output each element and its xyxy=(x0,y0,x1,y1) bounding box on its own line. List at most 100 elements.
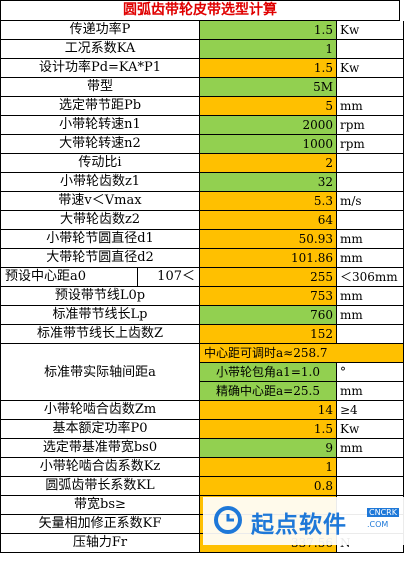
param-value[interactable]: 50.93 xyxy=(200,230,337,249)
param-row: 标准带节线长上齿数Z 152 xyxy=(0,325,404,344)
param-unit xyxy=(337,173,404,192)
param-label: 选定带基准带宽bs0 xyxy=(0,439,200,458)
wrap-angle: 小带轮包角a1=1.0 xyxy=(200,363,337,382)
param-row: 工况系数KA 1 xyxy=(0,40,404,59)
param-label: 小带轮转速n1 xyxy=(0,116,200,135)
param-row: 大带轮节圆直径d2 101.86 mm xyxy=(0,249,404,268)
center-lower-bound: 107＜ xyxy=(138,268,200,287)
axis-distance-label: 标准带实际轴间距a xyxy=(0,344,200,401)
sheet-title: 圆弧齿带轮皮带选型计算 xyxy=(0,0,400,21)
param-unit: rpm xyxy=(337,116,404,135)
param-value[interactable]: 1000 xyxy=(200,135,337,154)
param-unit: mm xyxy=(337,97,404,116)
param-value[interactable]: 753 xyxy=(200,287,337,306)
watermark-domain: .COM xyxy=(367,520,389,529)
param-value[interactable]: 2000 xyxy=(200,116,337,135)
param-value[interactable]: 152 xyxy=(200,325,337,344)
param-label: 标准带节线长上齿数Z xyxy=(0,325,200,344)
param-unit: Kw xyxy=(337,59,404,78)
param-label: 小带轮啮合齿系数Kz xyxy=(0,458,200,477)
param-label: 小带轮节圆直径d1 xyxy=(0,230,200,249)
param-unit xyxy=(337,477,404,496)
param-label: 圆弧齿带长系数KL xyxy=(0,477,200,496)
param-value[interactable]: 9 xyxy=(200,439,337,458)
wrap-angle-unit: ° xyxy=(337,363,404,382)
param-value[interactable]: 1 xyxy=(200,458,337,477)
param-row: 选定带基准带宽bs0 9 mm xyxy=(0,439,404,458)
param-label: 大带轮节圆直径d2 xyxy=(0,249,200,268)
param-unit: mm xyxy=(337,306,404,325)
param-row: 大带轮转速n2 1000 rpm xyxy=(0,135,404,154)
logo-icon xyxy=(214,506,242,534)
param-row: 带速v＜Vmax 5.3 m/s xyxy=(0,192,404,211)
param-value[interactable]: 32 xyxy=(200,173,337,192)
param-row: 基本额定功率P0 1.5 Kw xyxy=(0,420,404,439)
param-row: 传动比i 2 xyxy=(0,154,404,173)
param-row: 设计功率Pd=KA*P1 1.5 Kw xyxy=(0,59,404,78)
center-label: 预设中心距a0 xyxy=(0,268,138,287)
precise-center: 精确中心距a=25.5 xyxy=(200,382,337,401)
param-row: 小带轮转速n1 2000 rpm xyxy=(0,116,404,135)
param-label: 带宽bs≥ xyxy=(0,496,200,515)
param-unit: mm xyxy=(337,249,404,268)
param-unit: m/s xyxy=(337,192,404,211)
watermark-text: 起点软件 xyxy=(251,512,347,538)
param-unit: rpm xyxy=(337,135,404,154)
center-value[interactable]: 255 xyxy=(200,268,337,287)
param-unit: Kw xyxy=(337,21,404,40)
param-unit xyxy=(337,325,404,344)
param-value[interactable]: 0.8 xyxy=(200,477,337,496)
param-label: 预设带节线L0p xyxy=(0,287,200,306)
param-row: 预设带节线L0p 753 mm xyxy=(0,287,404,306)
param-row: 大带轮齿数z2 64 xyxy=(0,211,404,230)
param-row: 小带轮节圆直径d1 50.93 mm xyxy=(0,230,404,249)
param-label: 压轴力Fr xyxy=(0,534,200,553)
param-label: 小带轮齿数z1 xyxy=(0,173,200,192)
watermark-badge: CNCRK xyxy=(367,508,399,517)
param-unit: mm xyxy=(337,439,404,458)
param-label: 工况系数KA xyxy=(0,40,200,59)
param-label: 传动比i xyxy=(0,154,200,173)
param-value[interactable]: 5.3 xyxy=(200,192,337,211)
param-row: 传递功率P 1.5 Kw xyxy=(0,21,404,40)
param-row: 小带轮啮合齿系数Kz 1 xyxy=(0,458,404,477)
param-unit xyxy=(337,78,404,97)
param-unit xyxy=(337,40,404,59)
param-value[interactable]: 5 xyxy=(200,97,337,116)
param-row: 小带轮齿数z1 32 xyxy=(0,173,404,192)
param-label: 带型 xyxy=(0,78,200,97)
param-row: 带型 5M xyxy=(0,78,404,97)
param-value[interactable]: 64 xyxy=(200,211,337,230)
param-value[interactable]: 14 xyxy=(200,401,337,420)
param-row: 标准带节线长Lp 760 mm xyxy=(0,306,404,325)
param-unit xyxy=(337,458,404,477)
adjustable-center: 中心距可调时a≈258.7 xyxy=(200,344,404,363)
param-value[interactable]: 2 xyxy=(200,154,337,173)
param-unit: mm xyxy=(337,287,404,306)
param-value[interactable]: 101.86 xyxy=(200,249,337,268)
param-value[interactable]: 5M xyxy=(200,78,337,97)
param-label: 大带轮齿数z2 xyxy=(0,211,200,230)
param-value[interactable]: 1.5 xyxy=(200,21,337,40)
param-unit xyxy=(337,211,404,230)
param-unit: mm xyxy=(337,230,404,249)
precise-center-unit: mm xyxy=(337,382,404,401)
param-value[interactable]: 1.5 xyxy=(200,59,337,78)
param-label: 基本额定功率P0 xyxy=(0,420,200,439)
param-label: 大带轮转速n2 xyxy=(0,135,200,154)
param-unit: Kw xyxy=(337,420,404,439)
param-row: 小带轮啮合齿数Zm 14 ≥4 xyxy=(0,401,404,420)
center-distance-row: 预设中心距a0 107＜ 255 ＜306mm xyxy=(0,268,404,287)
param-value[interactable]: 1.5 xyxy=(200,420,337,439)
param-label: 传递功率P xyxy=(0,21,200,40)
param-row: 选定带节距Pb 5 mm xyxy=(0,97,404,116)
param-value[interactable]: 1 xyxy=(200,40,337,59)
param-label: 选定带节距Pb xyxy=(0,97,200,116)
param-label: 设计功率Pd=KA*P1 xyxy=(0,59,200,78)
param-unit: ≥4 xyxy=(337,401,404,420)
center-unit: ＜306mm xyxy=(337,268,404,287)
param-label: 矢量相加修正系数KF xyxy=(0,515,200,534)
param-label: 带速v＜Vmax xyxy=(0,192,200,211)
param-value[interactable]: 760 xyxy=(200,306,337,325)
